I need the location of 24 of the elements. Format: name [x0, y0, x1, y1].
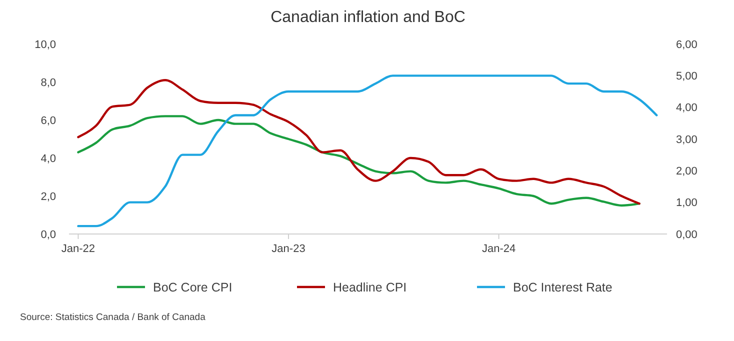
y2-tick-label: 1,00	[676, 197, 698, 210]
y2-tick-label: 0,00	[676, 228, 698, 241]
y2-tick-label: 3,00	[676, 134, 698, 146]
y-tick-label: 8,0	[40, 76, 56, 89]
legend-label: BoC Interest Rate	[513, 280, 612, 294]
y-tick-label: 6,0	[40, 114, 56, 127]
chart-title: Canadian inflation and BoC	[270, 9, 466, 26]
x-tick-label: Jan-24	[482, 243, 516, 255]
line-series	[77, 115, 640, 207]
y2-tick-label: 5,00	[676, 70, 698, 83]
y-tick-label: 2,0	[40, 190, 56, 203]
line-series	[77, 74, 658, 228]
x-tick-label: Jan-22	[61, 243, 96, 255]
y-tick-label: 10,0	[34, 38, 56, 51]
y2-tick-label: 2,00	[676, 166, 698, 178]
y2-tick-label: 6,00	[676, 38, 698, 51]
legend-label: BoC Core CPI	[153, 280, 232, 294]
y-tick-label: 0,0	[40, 228, 56, 241]
y2-tick-label: 4,00	[676, 102, 698, 114]
legend-label: Headline CPI	[333, 280, 407, 294]
x-tick-label: Jan-23	[272, 243, 306, 255]
source-note: Source: Statistics Canada / Bank of Canada	[20, 312, 206, 323]
y-tick-label: 4,0	[40, 152, 56, 165]
line-series	[77, 79, 640, 205]
